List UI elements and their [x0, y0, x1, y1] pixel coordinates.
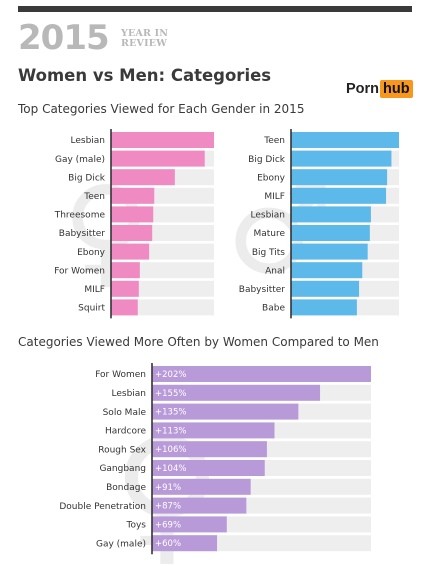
year-in-review-label: YEAR IN REVIEW: [121, 29, 168, 48]
diff-value-label: +104%: [155, 464, 186, 474]
men-bar: [291, 299, 357, 316]
men-top-categories-chart: Teen Big Dick Ebony MILF Lesbian Mature Big Ti…: [239, 129, 399, 319]
section1-subtitle: Top Categories Viewed for Each Gender in…: [18, 102, 305, 116]
men-category-label: Anal: [265, 266, 285, 276]
men-bar: [291, 262, 363, 279]
men-category-label: Big Dick: [248, 155, 286, 165]
women-bar: [111, 280, 139, 297]
brand-logo-part2: hub: [380, 80, 413, 98]
men-category-label: Mature: [253, 229, 285, 239]
year-heading: 2015: [18, 18, 110, 58]
diff-value-label: +87%: [155, 502, 181, 512]
diff-value-label: +155%: [155, 389, 186, 399]
diff-category-label: Double Penetration: [59, 502, 146, 512]
women-bar: [111, 225, 153, 241]
section2-subtitle: Categories Viewed More Often by Women Co…: [18, 335, 379, 349]
diff-bar: [152, 384, 321, 401]
diff-bar: [152, 497, 247, 514]
diff-bar: [152, 422, 275, 439]
diff-category-label: Gay (male): [96, 539, 146, 549]
women-bar: [111, 132, 214, 148]
page-title: Women vs Men: Categories: [18, 66, 272, 85]
women-category-label: For Women: [54, 266, 105, 276]
women-bar: [111, 243, 150, 260]
men-category-label: Ebony: [257, 173, 286, 183]
diff-value-label: +135%: [155, 408, 186, 418]
brand-logo: Porn hub: [346, 80, 413, 98]
diff-category-label: Gangbang: [99, 464, 146, 474]
diff-bar: [152, 535, 218, 552]
women-category-label: Threesome: [54, 211, 106, 221]
men-bar: [291, 150, 392, 167]
men-category-label: Babysitter: [239, 285, 286, 295]
women-category-label: Big Dick: [68, 173, 106, 183]
women-category-label: Lesbian: [70, 136, 105, 146]
diff-bar: [152, 403, 299, 420]
women-bar: [111, 169, 175, 186]
diff-bar: [152, 478, 251, 495]
diff-bar: [152, 441, 267, 458]
women-bar: [111, 299, 138, 316]
women-bar: [111, 206, 154, 223]
diff-value-label: +91%: [155, 483, 181, 493]
women-category-label: Teen: [83, 192, 105, 202]
women-vs-men-difference-chart: For Women +202% Lesbian +155% Solo Male +135%…: [59, 363, 371, 555]
men-bar: [291, 132, 399, 148]
diff-category-label: Bondage: [106, 483, 146, 493]
men-bar: [291, 280, 360, 297]
diff-bar: [152, 460, 265, 476]
women-category-label: Babysitter: [59, 229, 106, 239]
men-category-label: MILF: [264, 192, 285, 202]
diff-bar: [152, 366, 371, 382]
year-in-review-line1: YEAR IN: [121, 28, 169, 39]
men-bar: [291, 243, 368, 260]
diff-category-label: Solo Male: [103, 408, 147, 418]
men-category-label: Teen: [263, 136, 285, 146]
women-category-label: MILF: [84, 285, 105, 295]
women-category-label: Ebony: [77, 248, 106, 258]
women-bar: [111, 187, 155, 204]
women-category-label: Squirt: [78, 304, 105, 314]
diff-bar: [152, 516, 227, 533]
brand-logo-part1: Porn: [346, 81, 380, 97]
men-category-label: Big Tits: [252, 248, 285, 258]
diff-value-label: +69%: [155, 520, 181, 530]
men-category-label: Lesbian: [250, 211, 285, 221]
women-bar: [111, 150, 205, 167]
top-rule: [18, 6, 412, 12]
men-category-label: Babe: [262, 304, 285, 314]
men-bar: [291, 187, 387, 204]
diff-value-label: +113%: [155, 426, 186, 436]
diff-value-label: +202%: [155, 370, 186, 380]
diff-category-label: Lesbian: [111, 389, 146, 399]
diff-value-label: +60%: [155, 539, 181, 549]
diff-category-label: Toys: [126, 521, 147, 531]
men-bar: [291, 169, 388, 186]
year-in-review-line2: REVIEW: [121, 37, 168, 49]
diff-value-label: +106%: [155, 445, 186, 455]
diff-category-label: Hardcore: [105, 427, 146, 437]
men-bar: [291, 225, 370, 241]
women-category-label: Gay (male): [55, 155, 105, 165]
men-bar: [291, 206, 371, 223]
diff-category-label: For Women: [95, 370, 146, 380]
women-bar: [111, 262, 140, 279]
diff-category-label: Rough Sex: [98, 445, 146, 455]
women-top-categories-chart: Lesbian Gay (male) Big Dick Teen Threesome Ba…: [54, 129, 214, 319]
